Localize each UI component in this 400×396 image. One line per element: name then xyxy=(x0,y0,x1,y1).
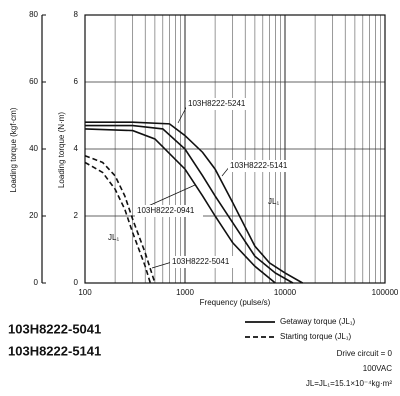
series-label: 103H8222-0941 xyxy=(137,206,195,215)
y2-tick-label: 60 xyxy=(29,77,38,86)
y2-tick-label: 80 xyxy=(29,10,38,19)
line-series xyxy=(85,124,294,284)
x-tick-label: 100 xyxy=(78,288,92,297)
label-bg xyxy=(186,98,254,110)
x-tick-label: 10000 xyxy=(274,288,297,297)
label-bg xyxy=(170,256,238,268)
y2-axis-title: Loading torque (kgf·cm) xyxy=(9,107,18,192)
x-axis-title: Frequency (pulse/s) xyxy=(200,298,271,307)
line-series xyxy=(84,161,152,284)
line-series xyxy=(85,121,304,284)
line-series xyxy=(84,128,276,284)
y-tick-label: 8 xyxy=(74,10,79,19)
x-tick-label: 1000 xyxy=(176,288,194,297)
y-tick-label: 2 xyxy=(74,211,79,220)
chart-title: 103H8222-5141 xyxy=(8,343,101,358)
annotation: JL₁ xyxy=(108,233,119,242)
legend-label: Getaway torque (JL₁) xyxy=(280,317,356,326)
y2-tick-label: 0 xyxy=(34,278,39,287)
note: JL=JL₁=15.1×10⁻⁴kg·m² xyxy=(306,379,393,388)
legend-label: Starting torque (JL₁) xyxy=(280,332,352,341)
y2-tick-label: 40 xyxy=(29,144,38,153)
y-axis-title: Loading torque (N·m) xyxy=(57,112,66,188)
y-tick-label: 6 xyxy=(74,77,79,86)
series-label: 103H8222-5141 xyxy=(230,161,288,170)
series-label: 103H8222-5241 xyxy=(188,99,246,108)
note: Drive circuit = 0 xyxy=(337,349,393,358)
series-label: 103H8222-5041 xyxy=(172,257,230,266)
x-tick-label: 100000 xyxy=(372,288,399,297)
label-bg xyxy=(228,160,296,172)
line-series xyxy=(84,154,156,284)
label-bg xyxy=(135,205,203,217)
plot-frame xyxy=(84,14,386,284)
y-tick-label: 4 xyxy=(74,144,79,153)
annotation: JL₁ xyxy=(268,197,279,206)
y-tick-label: 0 xyxy=(74,278,79,287)
note: 100VAC xyxy=(363,364,392,373)
label-leader xyxy=(151,261,173,269)
chart-title: 103H8222-5041 xyxy=(8,321,101,336)
y2-tick-label: 20 xyxy=(29,211,38,220)
